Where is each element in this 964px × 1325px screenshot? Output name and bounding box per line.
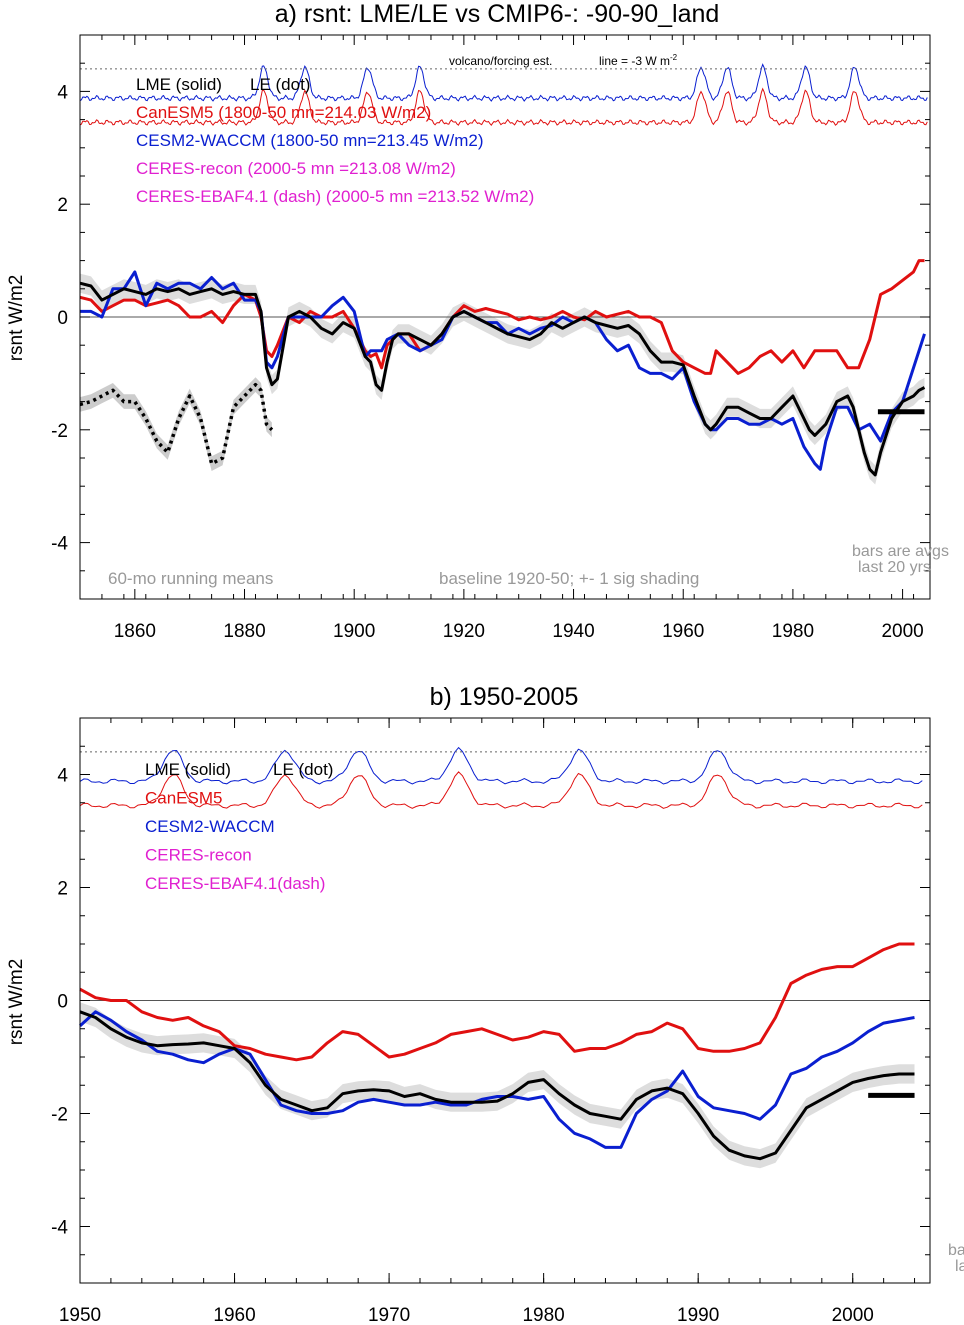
panel-a-legend-item: CanESM5 (1800-50 mn=214.03 W/m2): [136, 103, 431, 122]
panel-b-title: b) 1950-2005: [430, 683, 579, 711]
panel-b-bars-note-2: last 20 yrs: [955, 1258, 964, 1275]
panel-b-ytick-label: 4: [57, 766, 68, 787]
panel-b-legend-item: CESM2-WACCM: [145, 817, 275, 836]
panel-a-legend: LME (solid) LE (dot) CanESM5 (1800-50 mn=2…: [136, 75, 534, 206]
panel-b-volcano-canesm5: [79, 771, 923, 809]
panel-a-series-cesm2-waccm: [80, 270, 926, 471]
panel-b-legend-item: CERES-EBAF4.1(dash): [145, 874, 325, 893]
panel-a-bars-note-2: last 20 yrs: [858, 559, 931, 576]
panel-a-ytick-label: -4: [51, 534, 68, 555]
panel-a-title: a) rsnt: LME/LE vs CMIP6-: -90-90_land: [275, 0, 720, 28]
panel-b-legend-item: LME (solid): [145, 760, 231, 779]
panel-a-legend-item: CERES-EBAF4.1 (dash) (2000-5 mn =213.52 …: [136, 187, 534, 206]
panel-a-xtick-label: 1880: [223, 621, 265, 642]
panel-b-xtick-label: 1990: [677, 1305, 719, 1325]
panel-b-series: [78, 942, 915, 1161]
panel-a-volcano-lines: [79, 63, 928, 127]
panel-a-running-mean-note: 60-mo running means: [108, 569, 273, 588]
panel-a-bars-note-1: bars are avgs: [852, 543, 949, 560]
panel-b-series-lme-solid: [79, 1010, 915, 1161]
panel-a-xtick-label: 1920: [443, 621, 485, 642]
panel-a-volcano-cesm2: [79, 63, 928, 102]
panel-a-legend-item: CERES-recon (2000-5 mn =213.08 W/m2): [136, 159, 456, 178]
panel-a-xtick-label: 2000: [881, 621, 923, 642]
panel-a-legend-item: LE (dot): [250, 75, 310, 94]
panel-b-xtick-label: 2000: [832, 1305, 874, 1325]
panel-b-legend-item: LE (dot): [273, 760, 333, 779]
panel-a-series-canesm5: [79, 259, 925, 375]
panel-b-ylabel: rsnt W/m2: [6, 959, 27, 1046]
panel-a-volcano-label: volcano/forcing est.: [449, 54, 552, 68]
panel-a-volcano-canesm5: [79, 87, 928, 127]
panel-b-ytick-label: -2: [51, 1105, 68, 1126]
panel-b-axes: -4 -2 0 2 4 1950 1960 1970 1980 1990 2000: [51, 717, 931, 1325]
panel-a-volcano-line-label: line = -3 W m-2: [599, 53, 678, 68]
panel-a-ytick-label: 0: [57, 308, 68, 329]
panel-a-xtick-label: 1860: [114, 621, 156, 642]
panel-a-baseline-note: baseline 1920-50; +- 1 sig shading: [439, 569, 699, 588]
panel-a-series: [79, 259, 926, 477]
panel-b-xtick-label: 1980: [522, 1305, 564, 1325]
panel-a-le-shade: [80, 377, 272, 471]
panel-b-legend-item: CERES-recon: [145, 846, 252, 865]
panel-a-xtick-label: 1900: [333, 621, 375, 642]
panel-a-ytick-label: -2: [51, 421, 68, 442]
panel-a-shading: [80, 273, 925, 485]
panel-a: a) rsnt: LME/LE vs CMIP6-: -90-90_land r…: [6, 0, 949, 642]
panel-a-xtick-label: 1960: [662, 621, 704, 642]
panel-b-ytick-label: 2: [57, 879, 68, 900]
panel-b-series-cesm2-waccm: [78, 1010, 915, 1149]
panel-a-ylabel: rsnt W/m2: [6, 275, 27, 362]
panel-a-xtick-label: 1980: [772, 621, 814, 642]
panel-b-xtick-label: 1950: [59, 1305, 101, 1325]
panel-a-volcano-line-sup: -2: [670, 53, 678, 62]
panel-b-xtick-label: 1970: [368, 1305, 410, 1325]
panel-a-legend-item: LME (solid): [136, 75, 222, 94]
panel-b-legend-item: CanESM5: [145, 789, 222, 808]
panel-a-series-lme-solid: [79, 281, 926, 477]
panel-b-volcano-lines: [79, 746, 923, 809]
panel-b-legend: LME (solid) LE (dot) CanESM5 CESM2-WACCM CER…: [145, 760, 333, 893]
panel-a-ytick-label: 2: [57, 195, 68, 216]
panel-a-volcano-line-text: line = -3 W m: [599, 54, 670, 68]
panel-b-volcano-cesm2: [79, 746, 923, 785]
panel-b-ytick-label: -4: [51, 1218, 68, 1239]
panel-b-xtick-label: 1960: [213, 1305, 255, 1325]
panel-a-legend-item: CESM2-WACCM (1800-50 mn=213.45 W/m2): [136, 131, 484, 150]
panel-b-bars-note-1: bars are avgs: [948, 1242, 964, 1259]
panel-a-ytick-label: 4: [57, 82, 68, 103]
panel-a-lme-shade: [80, 273, 925, 485]
panel-b-ytick-label: 0: [57, 992, 68, 1013]
panel-b-series-canesm5: [79, 942, 915, 1062]
panel-a-xtick-label: 1940: [552, 621, 594, 642]
panel-b: b) 1950-2005 rsnt W/m2 -4 -2 0 2 4 1950 1960 19…: [6, 683, 964, 1325]
panel-a-axes: -4 -2 0 2 4 1860 1880 1900 1920 1940 1960 1980 2000: [51, 34, 931, 642]
